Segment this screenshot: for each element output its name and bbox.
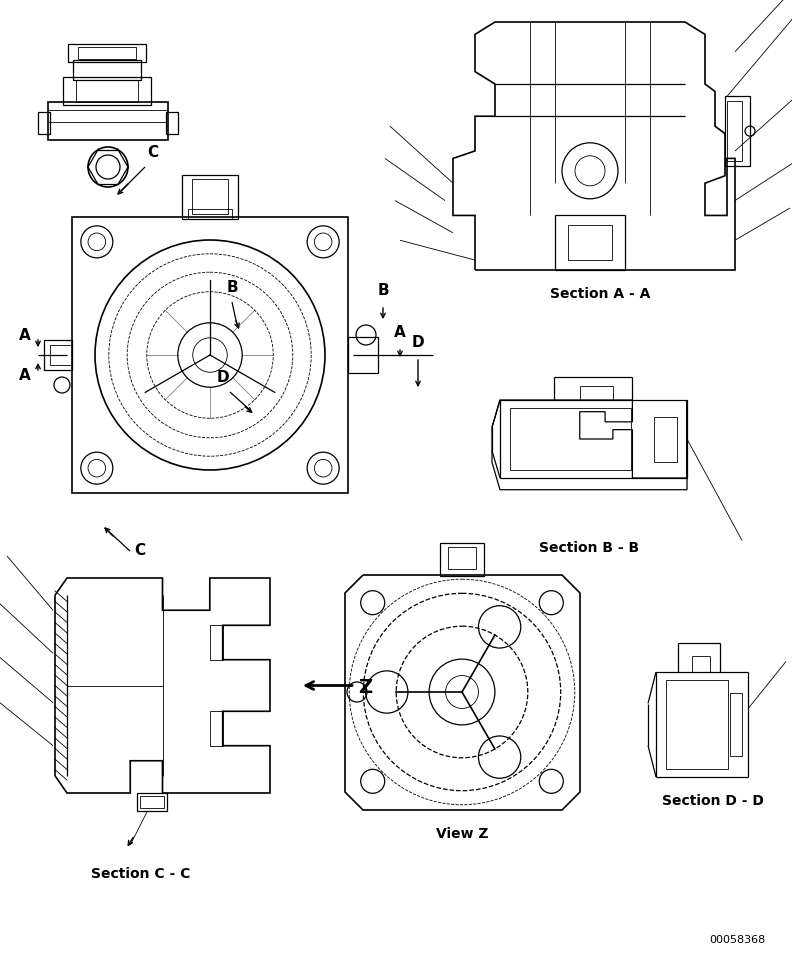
Text: Z: Z <box>358 678 372 697</box>
Text: C: C <box>135 543 146 558</box>
Text: B: B <box>227 280 238 295</box>
Text: 00058368: 00058368 <box>709 935 765 945</box>
Bar <box>730 693 742 756</box>
Text: A: A <box>394 325 406 340</box>
Bar <box>38 112 50 134</box>
Bar <box>727 101 742 160</box>
Bar <box>73 60 141 80</box>
Bar <box>166 112 178 134</box>
Bar <box>568 226 612 260</box>
Bar <box>48 102 168 140</box>
Bar <box>448 547 476 569</box>
Bar <box>725 96 750 166</box>
Bar <box>76 80 138 102</box>
Text: View Z: View Z <box>436 827 488 841</box>
Bar <box>510 407 631 470</box>
Bar <box>68 44 146 62</box>
Bar <box>139 796 164 808</box>
Bar <box>348 337 378 373</box>
Bar <box>210 711 223 746</box>
Bar <box>78 47 136 59</box>
Bar <box>182 175 238 219</box>
Text: D: D <box>217 370 230 385</box>
Text: Section B - B: Section B - B <box>539 541 639 555</box>
Bar <box>555 215 625 270</box>
Bar <box>72 217 348 493</box>
Text: C: C <box>147 145 158 160</box>
Bar <box>654 417 677 462</box>
Text: A: A <box>19 367 31 382</box>
Text: B: B <box>377 283 389 298</box>
Bar <box>44 340 72 370</box>
Text: A: A <box>19 328 31 342</box>
Text: Section D - D: Section D - D <box>662 794 764 808</box>
Text: Section C - C: Section C - C <box>91 867 191 881</box>
Text: D: D <box>412 335 425 350</box>
Bar <box>666 680 728 769</box>
Bar <box>63 77 151 105</box>
Bar <box>210 626 223 659</box>
Bar <box>192 179 228 214</box>
Bar <box>188 209 232 219</box>
Text: Section A - A: Section A - A <box>550 287 650 301</box>
Bar <box>137 793 166 811</box>
Bar <box>440 543 484 576</box>
Bar <box>50 345 72 365</box>
